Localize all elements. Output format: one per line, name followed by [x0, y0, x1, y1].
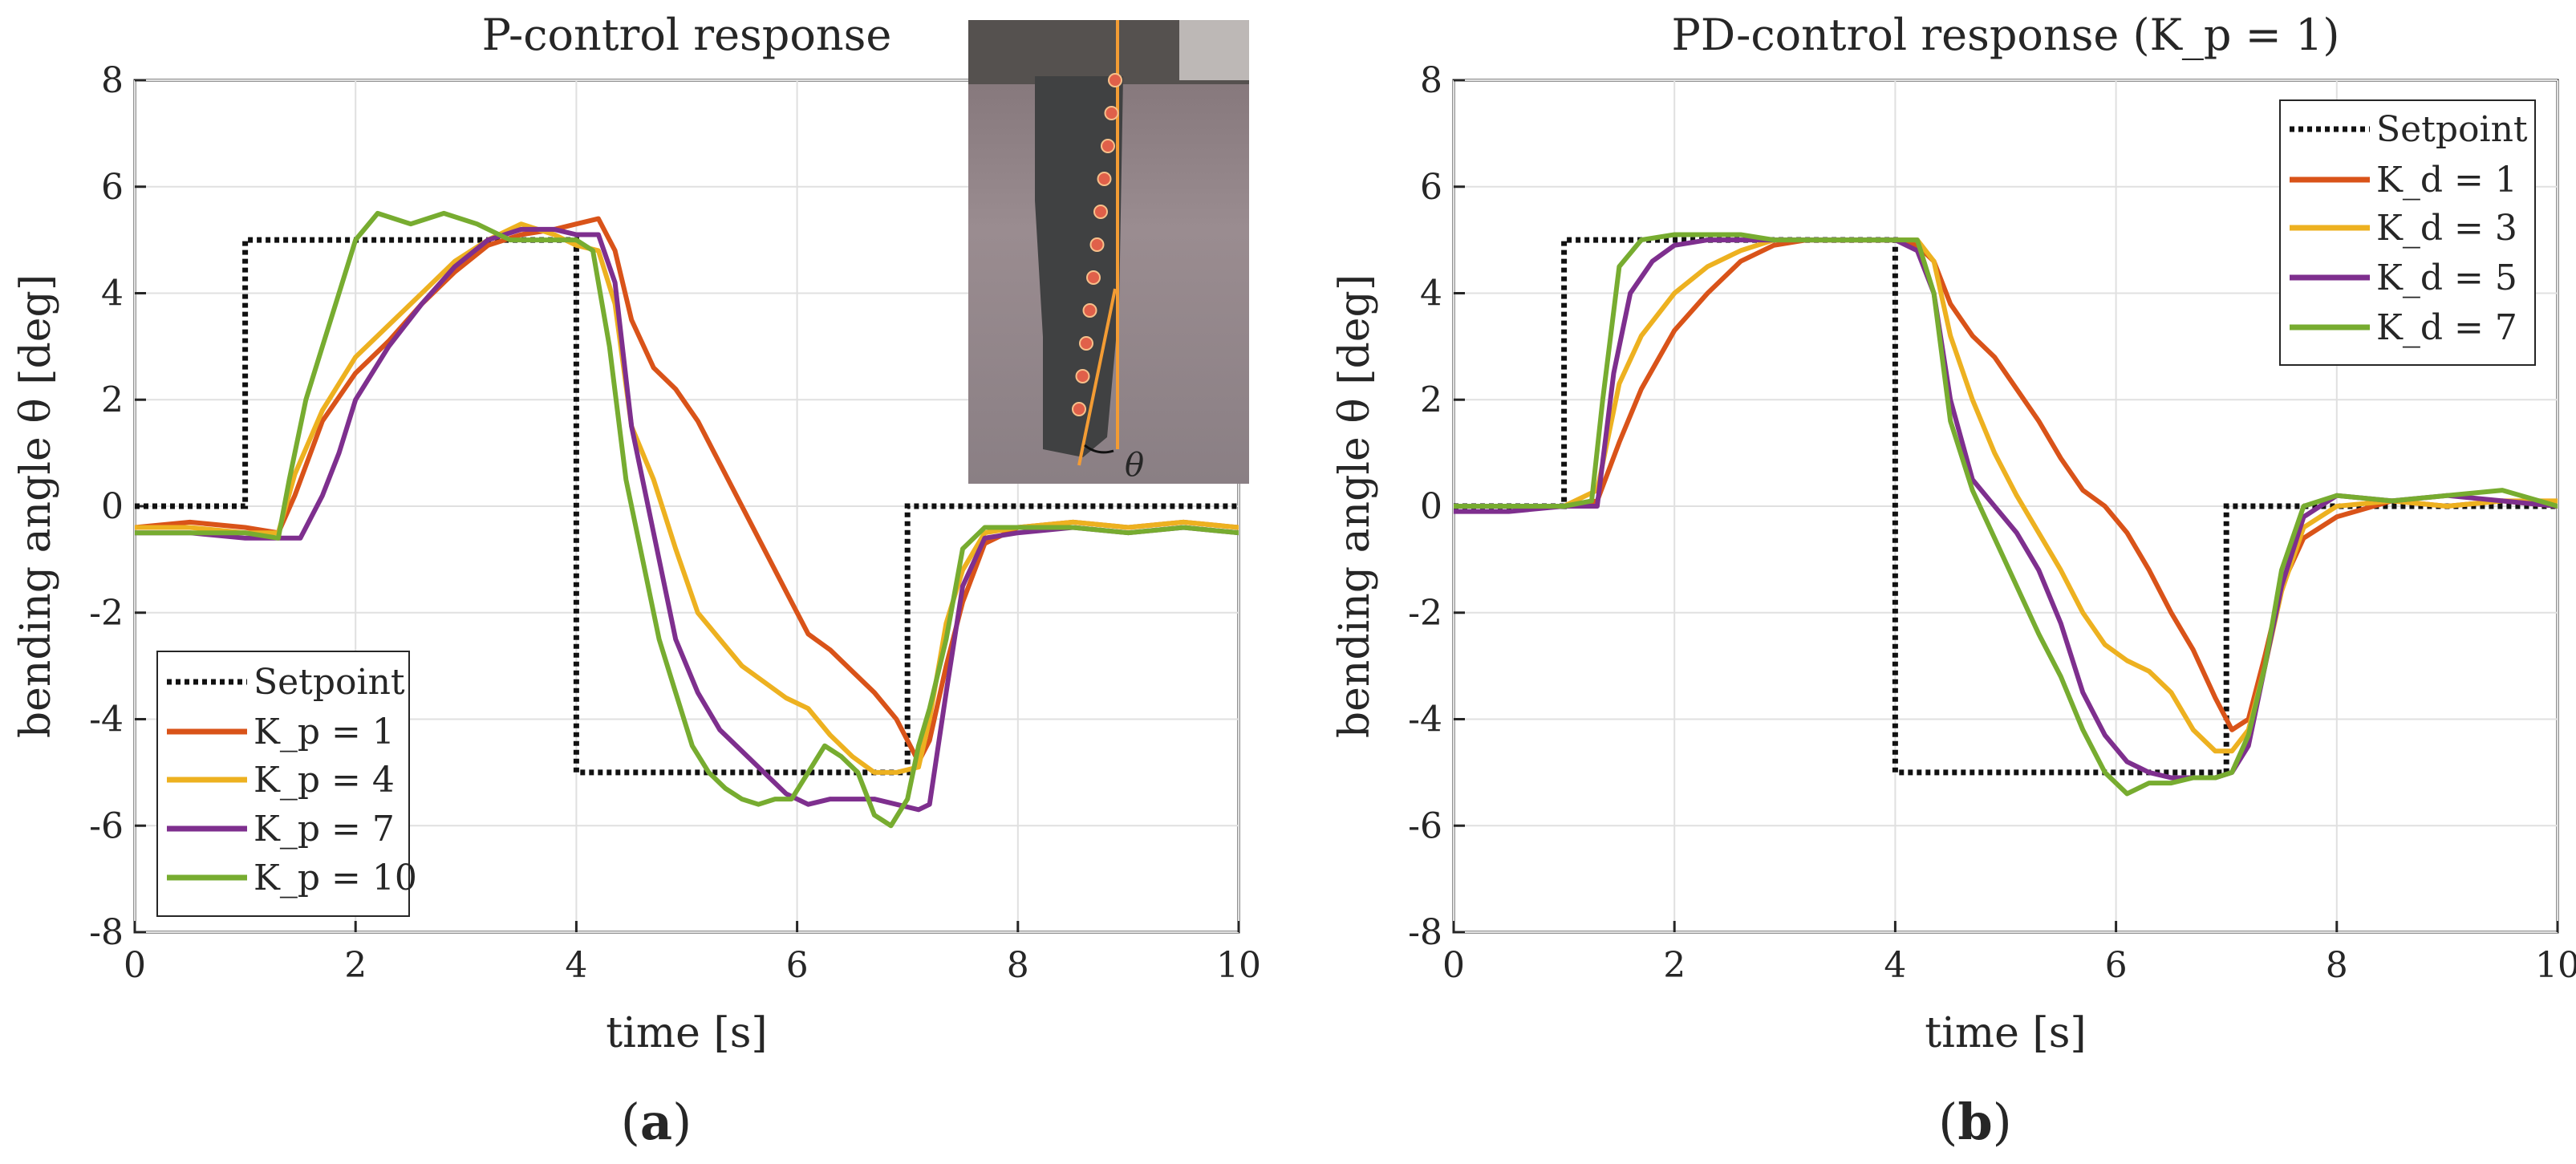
y-axis-label-b: bending angle θ [deg]	[1331, 274, 1379, 738]
setpoint-line-a	[135, 237, 1239, 776]
caption-a-letter: a	[640, 1093, 672, 1151]
chart-title-b: PD-control response (K_p = 1)	[1671, 10, 2339, 60]
legend-b-series0-label: K_d = 1	[2376, 160, 2517, 201]
y-tick-label-b: -2	[1408, 593, 1442, 634]
legend-b: Setpoint K_d = 1 K_d = 3 K_d = 5 K_d = 7	[2279, 99, 2536, 366]
x-tick-label-b: 4	[1884, 945, 1906, 986]
y-tick-label-a: 2	[101, 379, 124, 420]
y-tick-label-a: -4	[89, 700, 124, 740]
legend-a-setpoint-label: Setpoint	[254, 662, 405, 703]
y-tick-label-b: 6	[1420, 167, 1442, 208]
x-axis-label-a: time [s]	[606, 1009, 767, 1057]
y-tick-label-b: 4	[1420, 274, 1442, 314]
inset-marker-dot	[1097, 172, 1112, 186]
inset-marker-dot	[1082, 303, 1097, 318]
legend-a-series1-label: K_p = 4	[254, 760, 395, 801]
inset-marker-dot	[1072, 402, 1086, 416]
x-tick-label-b: 2	[1663, 945, 1686, 986]
x-axis-label-b: time [s]	[1925, 1009, 2086, 1057]
x-tick-label-a: 10	[1216, 945, 1261, 986]
legend-b-series2-label: K_d = 5	[2376, 258, 2517, 298]
legend-a-series2-label: K_p = 7	[254, 809, 395, 850]
inset-theta-label: θ	[1125, 447, 1144, 484]
y-tick-label-b: 0	[1420, 486, 1442, 527]
inset-markers	[1072, 73, 1122, 466]
x-tick-label-a: 6	[786, 945, 809, 986]
y-tick-label-b: -6	[1408, 805, 1442, 846]
x-tick-label-a: 8	[1007, 945, 1029, 986]
y-tick-label-b: 8	[1420, 60, 1442, 101]
series-line-a-3	[135, 210, 1239, 829]
inset-marker-dot	[1101, 139, 1115, 153]
y-tick-label-a: 4	[101, 274, 124, 314]
series-line-b-3	[1454, 232, 2558, 797]
inset-marker-dot	[1079, 336, 1093, 351]
y-tick-label-a: 0	[101, 486, 124, 527]
x-tick-label-a: 2	[344, 945, 367, 986]
x-tick-label-b: 8	[2326, 945, 2348, 986]
legend-b-box	[2279, 99, 2536, 366]
series-line-a-2	[135, 226, 1239, 813]
inset-marker-dot	[1086, 270, 1101, 285]
x-tick-label-a: 0	[124, 945, 146, 986]
y-tick-label-b: 2	[1420, 379, 1442, 420]
legend-b-series1-label: K_d = 3	[2376, 208, 2517, 249]
y-tick-label-b: -4	[1408, 700, 1442, 740]
inset-marker-dot	[1075, 369, 1090, 383]
inset-marker-dot	[1108, 73, 1122, 87]
y-tick-label-a: -2	[89, 593, 124, 634]
legend-a: Setpoint K_p = 1 K_p = 4 K_p = 7 K_p = 1…	[156, 651, 417, 917]
chart-title-a: P-control response	[482, 10, 892, 60]
y-tick-label-a: 6	[101, 167, 124, 208]
legend-a-series3-label: K_p = 10	[254, 858, 417, 898]
legend-a-box	[156, 651, 410, 917]
y-axis-label-a: bending angle θ [deg]	[12, 274, 60, 738]
y-tick-label-a: -6	[89, 805, 124, 846]
inset-soft-actuator	[1035, 76, 1123, 457]
legend-b-setpoint-label: Setpoint	[2376, 109, 2528, 150]
series-lines-b	[1454, 232, 2558, 797]
series-lines-a	[135, 210, 1239, 829]
inset-bent-line	[1077, 288, 1117, 466]
inset-marker-dot	[1093, 205, 1108, 219]
caption-a: (a)	[621, 1093, 692, 1151]
caption-b: (b)	[1938, 1093, 2012, 1151]
caption-b-letter: b	[1957, 1093, 1992, 1151]
y-tick-label-b: -8	[1408, 912, 1442, 953]
inset-photo: θ	[968, 20, 1249, 484]
inset-marker-dot	[1104, 106, 1119, 120]
inset-angle-arc	[1084, 444, 1114, 454]
y-tick-label-a: -8	[89, 912, 124, 953]
setpoint-line-b	[1454, 237, 2558, 776]
ticks-a: 0 2 4 6 8 10 -8 -6 -4 -2 0 2 4 6 8	[89, 60, 1261, 986]
x-tick-label-b: 10	[2535, 945, 2576, 986]
x-tick-label-a: 4	[565, 945, 587, 986]
legend-a-series0-label: K_p = 1	[254, 712, 395, 752]
inset-gripper-right	[1179, 20, 1249, 80]
legend-b-series3-label: K_d = 7	[2376, 307, 2517, 348]
ticks-b: 0 2 4 6 8 10 -8 -6 -4 -2 0 2 4 6 8	[1408, 60, 2576, 986]
chart-panel-b: 0 2 4 6 8 10 -8 -6 -4 -2 0 2 4 6 8 PD-control response…	[1331, 10, 2576, 1151]
inset-marker-dot	[1089, 237, 1105, 252]
x-tick-label-b: 0	[1442, 945, 1465, 986]
y-tick-label-a: 8	[101, 60, 124, 101]
x-tick-label-b: 6	[2105, 945, 2128, 986]
